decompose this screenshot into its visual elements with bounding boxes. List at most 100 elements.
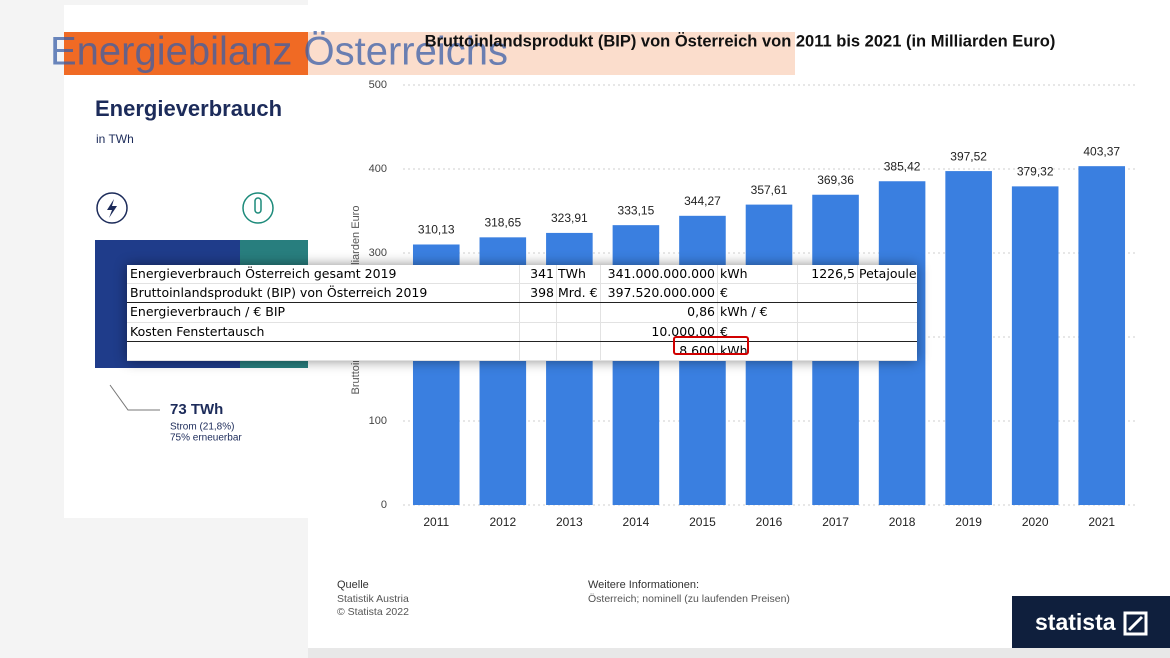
- brand: statista: [1035, 609, 1116, 635]
- cell-border: [797, 322, 798, 341]
- brand-bar: [1012, 596, 1170, 650]
- table-cell: 10.000,00: [651, 323, 715, 339]
- panel-title: Energieverbrauch: [95, 96, 282, 121]
- y-tick-label: 400: [369, 163, 387, 175]
- x-tick-label: 2011: [423, 515, 449, 529]
- cell-border: [797, 341, 798, 360]
- value-label: 385,42: [884, 159, 921, 173]
- cell-border: [600, 341, 601, 360]
- orange-band: [64, 32, 308, 75]
- icon-circle: [242, 192, 274, 224]
- cell-border: [600, 265, 601, 284]
- cell-border: [857, 322, 858, 341]
- table-cell: 341: [530, 266, 554, 281]
- bottom-strip: [308, 648, 1170, 658]
- value-label: 333,15: [618, 203, 655, 217]
- table-cell: 397.520.000.000: [607, 285, 715, 301]
- table-cell: €: [720, 285, 728, 301]
- value-label: 310,13: [418, 223, 455, 237]
- cell-border: [519, 284, 520, 303]
- cell-border: [600, 284, 601, 303]
- cell-border: [556, 341, 557, 360]
- value-label: 323,91: [551, 211, 588, 225]
- cell-border: [556, 303, 557, 322]
- info: Österreich; nominell (zu laufenden Preis…: [588, 593, 790, 605]
- info-label: Weitere Informationen:: [588, 579, 699, 591]
- copyright: © Statista 2022: [337, 606, 409, 618]
- source-label: Quelle: [337, 579, 369, 591]
- cell-border: [717, 341, 718, 360]
- table-row: Energieverbrauch Österreich gesamt 2019 3…: [127, 265, 917, 285]
- cell-border: [556, 322, 557, 341]
- table-row: Energieverbrauch / € BIP 0,86 kWh / €: [127, 303, 917, 323]
- table-cell: Petajoule: [859, 266, 917, 281]
- spreadsheet: Energieverbrauch Österreich gesamt 2019 3…: [127, 265, 917, 361]
- x-tick-label: 2015: [689, 515, 716, 529]
- x-tick-label: 2016: [756, 515, 783, 529]
- table-cell: 0,86: [687, 304, 715, 320]
- cell-border: [600, 303, 601, 322]
- y-tick-label: 0: [381, 499, 387, 511]
- table-cell: TWh: [558, 266, 586, 281]
- bar: [1011, 186, 1059, 505]
- heading: Energiebilanz Österreichs: [50, 30, 508, 74]
- source: Statistik Austria: [337, 593, 409, 605]
- cell-border: [797, 265, 798, 284]
- x-tick-label: 2021: [1088, 515, 1115, 529]
- cell-border: [519, 341, 520, 360]
- x-tick-label: 2014: [623, 515, 650, 529]
- cell-border: [857, 265, 858, 284]
- value-label: 403,37: [1083, 144, 1120, 158]
- table-cell: 398: [530, 285, 554, 301]
- cell-border: [797, 284, 798, 303]
- cell-border: [717, 265, 718, 284]
- table-cell: Energieverbrauch Österreich gesamt 2019: [130, 266, 397, 281]
- table-cell: 1226,5: [811, 266, 855, 281]
- value-label: 318,65: [484, 216, 521, 230]
- cell-border: [857, 303, 858, 322]
- cell-border: [519, 265, 520, 284]
- table-cell: Kosten Fenstertausch: [130, 323, 265, 339]
- strom-share: Strom (21,8%): [170, 422, 234, 433]
- cell-border: [797, 303, 798, 322]
- table-cell: kWh: [720, 266, 748, 281]
- bar: [1078, 166, 1126, 506]
- table-row: Bruttoinlandsprodukt (BIP) von Österreic…: [127, 284, 917, 304]
- cell-border: [857, 341, 858, 360]
- cell-border: [556, 265, 557, 284]
- table-cell: kWh / €: [720, 304, 768, 320]
- thermo-icon: [254, 197, 262, 214]
- x-tick-label: 2013: [556, 515, 583, 529]
- table-cell: Energieverbrauch / € BIP: [130, 304, 286, 320]
- cell-border: [857, 284, 858, 303]
- strom-renewable: 75% erneuerbar: [170, 433, 242, 444]
- y-tick-label: 300: [369, 247, 387, 259]
- cell-border: [717, 322, 718, 341]
- value-label: 369,36: [817, 173, 854, 187]
- bar: [945, 171, 992, 506]
- value-label: 379,32: [1017, 165, 1054, 179]
- chart-title: Bruttoinlandsprodukt (BIP) von Österreic…: [425, 31, 1056, 50]
- table-row: Kosten Fenstertausch 10.000,00 €: [127, 322, 917, 342]
- cell-border: [556, 284, 557, 303]
- x-tick-label: 2020: [1022, 515, 1049, 529]
- x-tick-label: 2012: [489, 515, 516, 529]
- cell-border: [600, 322, 601, 341]
- value-label: 397,52: [950, 149, 987, 163]
- y-tick-label: 500: [369, 79, 387, 91]
- value-label: 357,61: [751, 183, 788, 197]
- icon-circle: [96, 192, 128, 224]
- table-cell: Mrd. €: [558, 285, 598, 301]
- panel-unit: in TWh: [96, 132, 134, 146]
- table-cell: Bruttoinlandsprodukt (BIP) von Österreic…: [130, 285, 428, 301]
- brand-icon: [1123, 611, 1148, 636]
- strom-value: 73 TWh: [170, 401, 223, 418]
- x-tick-label: 2017: [822, 515, 849, 529]
- cell-border: [519, 322, 520, 341]
- value-label: 344,27: [684, 194, 721, 208]
- cell-border: [717, 303, 718, 322]
- bolt-icon: [107, 199, 117, 218]
- orange-band-faded: [308, 32, 795, 75]
